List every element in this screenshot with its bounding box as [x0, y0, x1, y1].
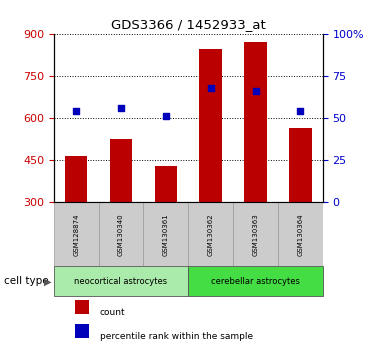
Text: GSM130364: GSM130364	[297, 213, 303, 256]
Point	[163, 114, 169, 119]
Bar	[188, 266, 323, 297]
Bar	[54, 202, 99, 266]
Text: GSM130340: GSM130340	[118, 213, 124, 256]
Text: cell type: cell type	[4, 276, 48, 286]
Bar	[65, 156, 88, 202]
Bar	[289, 128, 312, 202]
Text: percentile rank within the sample: percentile rank within the sample	[99, 332, 253, 341]
Text: cerebellar astrocytes: cerebellar astrocytes	[211, 277, 300, 286]
Text: GSM130361: GSM130361	[163, 213, 169, 256]
Title: GDS3366 / 1452933_at: GDS3366 / 1452933_at	[111, 18, 266, 31]
Bar	[75, 300, 89, 314]
Point	[253, 88, 259, 94]
Bar	[244, 42, 267, 202]
Bar	[75, 324, 89, 338]
Text: count: count	[99, 308, 125, 316]
Bar	[188, 202, 233, 266]
Bar	[54, 266, 188, 297]
Point	[298, 108, 303, 114]
Bar	[155, 166, 177, 202]
Bar	[278, 202, 323, 266]
Point	[73, 108, 79, 114]
Bar	[233, 202, 278, 266]
Text: GSM130363: GSM130363	[253, 213, 259, 256]
Text: ▶: ▶	[44, 276, 51, 286]
Bar	[144, 202, 188, 266]
Point	[208, 85, 214, 91]
Bar	[110, 139, 132, 202]
Point	[118, 105, 124, 111]
Text: GSM130362: GSM130362	[208, 213, 214, 256]
Text: neocortical astrocytes: neocortical astrocytes	[75, 277, 168, 286]
Bar	[200, 49, 222, 202]
Bar	[99, 202, 144, 266]
Text: GSM128874: GSM128874	[73, 213, 79, 256]
